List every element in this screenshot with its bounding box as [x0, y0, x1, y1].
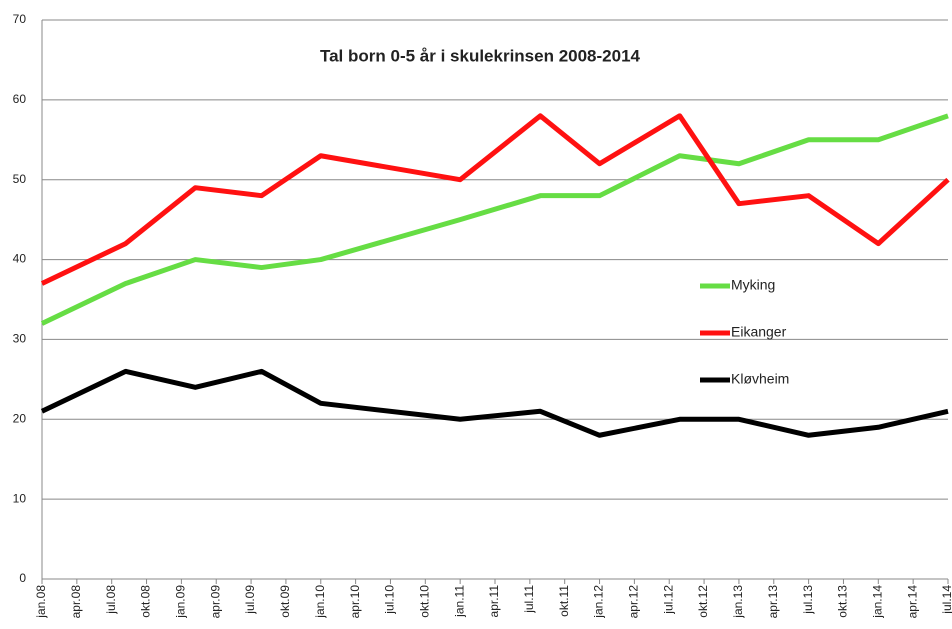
x-tick-label: okt.12 — [696, 585, 710, 618]
chart-title: Tal born 0-5 år i skulekrinsen 2008-2014 — [320, 46, 641, 65]
x-tick-label: jan.11 — [452, 585, 466, 618]
y-tick-label: 50 — [13, 172, 27, 186]
x-tick-label: okt.13 — [836, 585, 850, 618]
x-tick-label: okt.09 — [278, 585, 292, 618]
x-tick-label: jul.08 — [104, 585, 118, 615]
x-tick-label: okt.11 — [557, 585, 571, 617]
y-tick-label: 70 — [13, 12, 27, 26]
y-tick-label: 60 — [13, 92, 27, 106]
x-tick-label: apr.12 — [627, 585, 641, 619]
x-tick-label: apr.14 — [905, 585, 919, 619]
x-tick-label: apr.13 — [766, 585, 780, 619]
series-line — [40, 113, 949, 326]
x-tick-label: jul.13 — [801, 585, 815, 615]
y-tick-label: 20 — [13, 411, 27, 425]
x-tick-label: jan.12 — [592, 585, 606, 619]
x-tick-label: jul.09 — [243, 585, 257, 615]
legend-label: Kløvheim — [731, 371, 789, 387]
y-tick-label: 40 — [13, 252, 27, 266]
x-tick-label: apr.11 — [487, 585, 501, 618]
x-tick-label: jan.09 — [174, 585, 188, 619]
x-tick-label: jul.12 — [661, 585, 675, 615]
x-tick-label: jan.14 — [870, 585, 884, 619]
legend-label: Myking — [731, 277, 775, 293]
x-tick-label: apr.09 — [208, 585, 222, 619]
y-tick-label: 0 — [19, 571, 26, 585]
series-line — [40, 113, 950, 286]
x-tick-label: jan.10 — [313, 585, 327, 619]
x-tick-label: jan.08 — [34, 585, 48, 619]
x-tick-label: jan.13 — [731, 585, 745, 619]
x-tick-label: jul.14 — [940, 585, 952, 615]
legend-label: Eikanger — [731, 324, 787, 340]
x-tick-label: jul.11 — [522, 585, 536, 614]
x-tick-label: okt.08 — [139, 585, 153, 618]
x-tick-label: apr.08 — [69, 585, 83, 619]
y-tick-label: 30 — [13, 332, 27, 346]
y-tick-label: 10 — [13, 491, 27, 505]
x-tick-label: okt.10 — [417, 585, 431, 618]
x-tick-label: apr.10 — [348, 585, 362, 619]
x-tick-label: jul.10 — [383, 585, 397, 615]
series-line — [40, 368, 949, 438]
